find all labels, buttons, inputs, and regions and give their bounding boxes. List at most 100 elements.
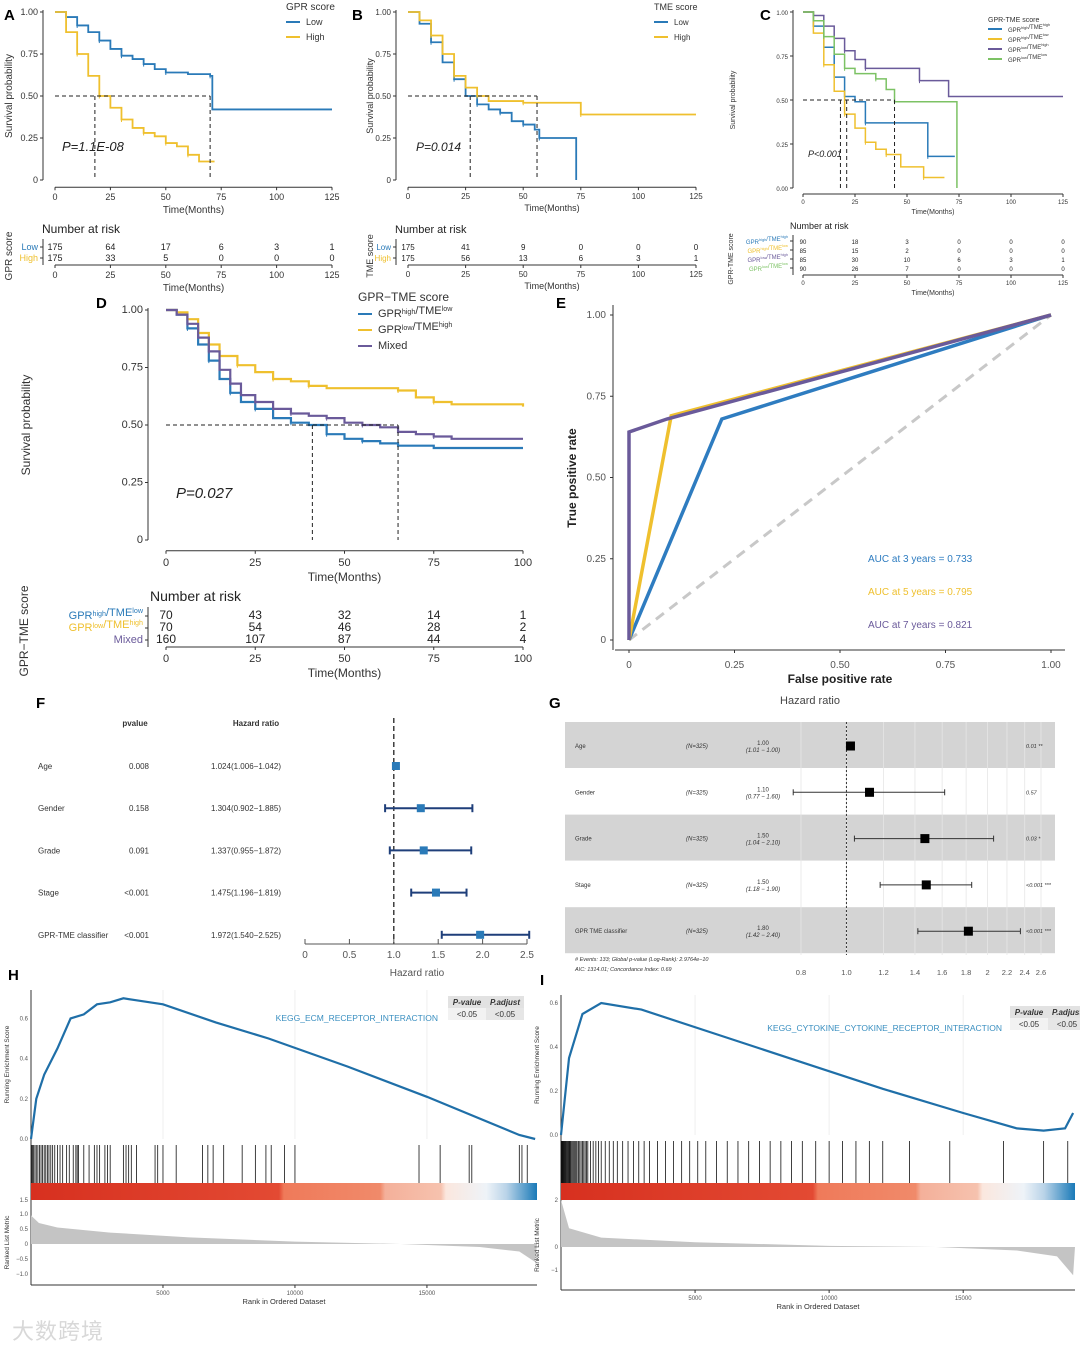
- text-part: KEGG_ECM_RECEPTOR_INTERACTION: [276, 1013, 438, 1023]
- x-tick-label: 100: [269, 192, 284, 202]
- text-part: <0.001 ***: [1026, 929, 1052, 935]
- superscript: low: [402, 324, 414, 332]
- text-part: Ranked List Metric: [4, 1215, 11, 1270]
- text-part: 0.6: [550, 1001, 559, 1007]
- text-part: Grade: [575, 837, 592, 843]
- hr-marker: [920, 834, 930, 844]
- risk-table-title: Number at risk: [790, 221, 849, 231]
- text-part: 0: [957, 240, 961, 246]
- text-part: 1.972(1.540−2.525): [211, 931, 281, 940]
- text-part: 125: [689, 270, 703, 279]
- text-part: GPR: [378, 324, 402, 336]
- gene-set-label: KEGG_ECM_RECEPTOR_INTERACTION: [276, 1013, 438, 1023]
- risk-value: 0: [957, 240, 961, 246]
- y-tick-label: 0.75: [20, 49, 38, 59]
- superscript: high: [781, 234, 788, 239]
- text-part: 9: [521, 243, 526, 252]
- x-tick-label: 10000: [821, 1296, 838, 1302]
- p-value: <0.001 ***: [1026, 883, 1052, 889]
- text-part: 2.5: [520, 950, 534, 961]
- text-part: 0: [636, 243, 641, 252]
- risk-value: 33: [105, 253, 115, 263]
- text-part: /TME: [106, 607, 132, 619]
- text-part: Time(Months): [163, 205, 224, 216]
- text-part: 28: [427, 620, 441, 634]
- x-tick-label: 25: [852, 200, 859, 206]
- text-part: Hazard ratio: [390, 968, 445, 979]
- x-axis-label: Time(Months): [163, 283, 224, 294]
- table-header: P.adjust: [490, 998, 520, 1007]
- p-value-label: P=1.1E-08: [62, 139, 125, 154]
- y-tick-label: 0.4: [550, 1045, 559, 1051]
- risk-value: 0: [957, 267, 961, 273]
- text-part: 1: [694, 254, 699, 263]
- rank-color-bar: [561, 1183, 1075, 1200]
- risk-value: 1: [329, 242, 334, 252]
- x-tick-label: 1.2: [878, 968, 888, 977]
- text-part: 0.50: [122, 419, 143, 431]
- text-part: GPR: [746, 240, 760, 246]
- p-value: 0.01 **: [1026, 744, 1043, 750]
- text-part: Time(Months): [308, 666, 382, 680]
- risk-value: 107: [245, 632, 265, 646]
- text-part: 175: [401, 254, 415, 263]
- text-part: 100: [269, 192, 284, 202]
- text-part: 100: [1006, 281, 1017, 287]
- rank-color-bar: [31, 1183, 537, 1200]
- text-part: 0.5: [20, 1227, 29, 1233]
- text-part: 18: [852, 240, 859, 246]
- text-part: 0.0: [20, 1137, 29, 1143]
- risk-value: 6: [957, 258, 961, 264]
- text-part: 1.337(0.955−1.872): [211, 846, 281, 855]
- n-label: (N=325): [686, 883, 708, 889]
- y-tick-label: 0.75: [375, 50, 391, 59]
- text-part: /TME: [103, 619, 129, 631]
- x-tick-label: 5000: [688, 1296, 702, 1302]
- row-band: [565, 814, 1055, 861]
- x-tick-label: 1.00: [1041, 660, 1061, 671]
- text-part: (1.42 − 2.40): [746, 933, 780, 939]
- chart-title: Hazard ratio: [780, 695, 840, 707]
- y-tick-label: 0.0: [20, 1137, 29, 1143]
- p-value: 0.008: [129, 762, 150, 771]
- p-value: 0.57: [1026, 790, 1038, 796]
- text-part: 1.4: [910, 968, 920, 977]
- hr-text: 1.50: [757, 880, 769, 886]
- legend-entry: GPRlow/TMElow: [1008, 52, 1047, 64]
- text-part: High: [19, 253, 38, 263]
- text-part: <0.05: [457, 1010, 478, 1019]
- hr-text: 1.00: [757, 741, 769, 747]
- y-axis-label: Survival probability: [19, 375, 33, 476]
- text-part: Low: [306, 17, 323, 27]
- risk-row-label: High: [375, 254, 391, 263]
- text-part: 50: [161, 192, 171, 202]
- text-part: (0.77 − 1.60): [746, 794, 780, 800]
- hr-text: 1.972(1.540−2.525): [211, 931, 281, 940]
- legend-entry: GPRlow/TMEhigh: [378, 321, 452, 336]
- text-part: 0.50: [776, 99, 788, 105]
- superscript: low: [1021, 45, 1027, 50]
- risk-value: 43: [249, 608, 263, 622]
- text-part: /TME: [415, 305, 441, 317]
- text-part: 0.00: [776, 187, 788, 193]
- risk-row-label: GPRhigh/TMElow: [747, 243, 788, 255]
- x-tick-label: 75: [576, 192, 585, 201]
- text-part: True positive rate: [565, 428, 579, 528]
- hr-text: 1.475(1.196−1.819): [211, 889, 281, 898]
- text-part: 0: [957, 249, 961, 255]
- text-part: 0.03 *: [1026, 837, 1041, 843]
- y-axis-label: Survival probability: [365, 58, 375, 134]
- superscript: low: [1041, 52, 1047, 57]
- text-part: <0.05: [1057, 1020, 1078, 1029]
- x-tick-label: 50: [338, 557, 350, 569]
- x-tick-label: 2.2: [1002, 968, 1012, 977]
- text-part: 125: [324, 192, 339, 202]
- table-value: <0.05: [1019, 1020, 1040, 1029]
- text-part: 0.25: [587, 554, 607, 565]
- risk-value: 41: [461, 243, 470, 252]
- y-tick-label: 0.25: [375, 134, 391, 143]
- text-part: 3: [636, 254, 641, 263]
- text-part: 25: [105, 270, 115, 280]
- row-band: [565, 907, 1055, 954]
- hr-marker: [419, 846, 428, 855]
